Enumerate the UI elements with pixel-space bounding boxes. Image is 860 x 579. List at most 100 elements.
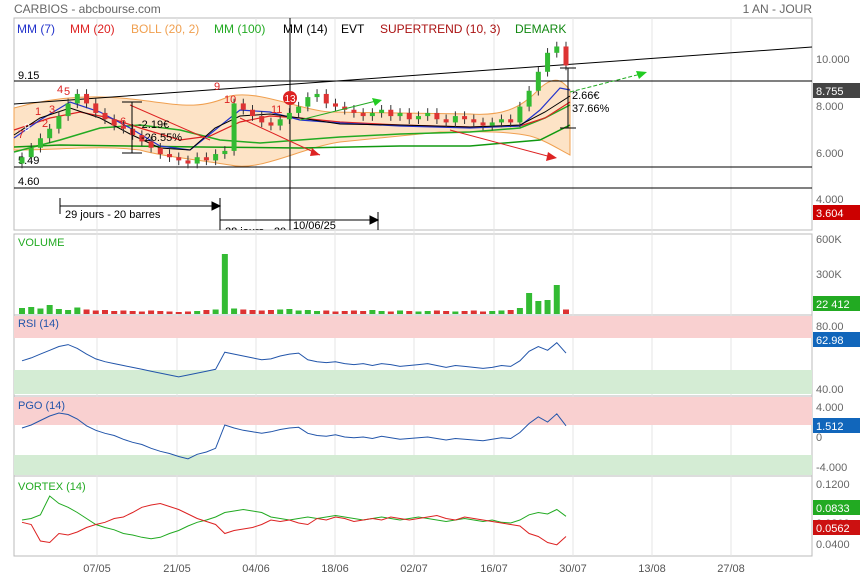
- volume-bar: [83, 309, 90, 314]
- demark-count: 7: [18, 129, 24, 141]
- candle: [268, 122, 274, 126]
- pgo-tick: 4.000: [816, 402, 844, 414]
- price-tick: 10.000: [816, 54, 850, 66]
- demark-count: 11: [271, 104, 282, 116]
- candle: [526, 90, 532, 107]
- volume-bar: [65, 310, 72, 314]
- legend-mm20: MM (20): [70, 22, 115, 36]
- candle: [277, 119, 283, 126]
- candle: [314, 93, 320, 98]
- pgo-tick: 0: [816, 432, 822, 444]
- volume-bar: [231, 308, 238, 314]
- candle: [93, 103, 99, 113]
- candle: [379, 109, 385, 113]
- duration-ruler-1: [59, 198, 222, 214]
- volume-bar: [184, 311, 191, 314]
- candle: [360, 112, 366, 117]
- date-tick: 27/08: [717, 563, 745, 575]
- last-price-value: 8.755: [816, 86, 844, 98]
- candle: [305, 97, 311, 107]
- demark-line: [13, 124, 571, 149]
- volume-bar: [535, 301, 542, 314]
- volume-bar: [194, 311, 201, 314]
- vortex-tick: 0.0400: [816, 539, 850, 551]
- price-tick: 8.000: [816, 101, 844, 113]
- demark-count: 9: [214, 81, 220, 93]
- volume-bar: [480, 311, 487, 314]
- date-tick: 13/08: [638, 563, 666, 575]
- price-tick: 6.000: [816, 148, 844, 160]
- volume-bar: [443, 311, 450, 314]
- legend-supertrend: SUPERTREND (10, 3): [380, 22, 500, 36]
- volume-bar: [240, 309, 247, 314]
- duration-label-2: 28 jours - 20: [225, 226, 286, 238]
- volume-bars: [19, 254, 569, 314]
- measure-right-change: 2.66€: [572, 90, 600, 102]
- volume-bar: [406, 311, 413, 314]
- legend-mm14: MM (14): [283, 22, 328, 36]
- pgo-last-value: 1.512: [816, 421, 844, 433]
- demark-counts: 1 2 3 4 5 6 7 9 9 10 11 13: [18, 81, 297, 141]
- candle: [37, 138, 43, 148]
- candlesticks: [19, 41, 569, 169]
- volume-bar: [111, 311, 118, 314]
- level-upper-label: 9.15: [18, 70, 39, 82]
- other-price-badge: [813, 205, 860, 220]
- volume-bar: [526, 293, 533, 314]
- candle: [240, 103, 246, 110]
- volume-bar: [516, 308, 523, 314]
- volume-bar: [175, 312, 182, 314]
- candle: [296, 106, 302, 113]
- measure-left-pct: -26.55%: [141, 132, 182, 144]
- trend-line: [13, 46, 813, 105]
- rsi-overbought-zone: [14, 316, 812, 338]
- candle: [47, 128, 53, 139]
- candle: [323, 93, 329, 104]
- volume-tick: 300K: [816, 269, 842, 281]
- candle: [111, 119, 117, 126]
- demark-count: 6: [120, 116, 126, 128]
- date-tick: 16/07: [480, 563, 508, 575]
- candle: [120, 125, 126, 129]
- candle: [102, 112, 108, 120]
- volume-bar: [166, 311, 173, 314]
- volume-bar: [387, 311, 394, 314]
- volume-bar: [424, 311, 431, 314]
- volume-bar: [397, 310, 404, 314]
- volume-bar: [341, 311, 348, 314]
- volume-bar: [332, 311, 339, 314]
- candle: [56, 116, 62, 129]
- mm14-line: [13, 95, 571, 151]
- volume-tick: 600K: [816, 234, 842, 246]
- candle: [194, 157, 200, 164]
- candle: [535, 71, 541, 91]
- volume-bar: [267, 310, 274, 314]
- pgo-upper-zone: [14, 397, 812, 425]
- volume-bar: [470, 310, 477, 314]
- volume-bar: [74, 307, 81, 314]
- volume-bar: [101, 310, 108, 314]
- volume-panel: [13, 233, 813, 316]
- candle: [130, 128, 136, 136]
- chart-title: CARBIOS - abcbourse.com: [14, 2, 161, 16]
- vortex-panel: [13, 475, 813, 557]
- demark-count: 2: [42, 118, 48, 130]
- rsi-label: RSI (14): [18, 318, 59, 330]
- candle: [489, 122, 495, 126]
- candle: [369, 112, 375, 117]
- volume-bar: [28, 307, 35, 314]
- volume-bar: [323, 310, 330, 314]
- volume-bar: [148, 310, 155, 314]
- measure-left-change: -2.19€: [138, 119, 169, 131]
- vortex-plus-badge: [813, 500, 860, 515]
- volume-bar: [369, 310, 376, 314]
- pgo-last-badge: [813, 418, 860, 433]
- volume-bar: [37, 308, 44, 314]
- candle: [508, 119, 514, 123]
- volume-bar: [19, 308, 25, 314]
- demark-count: 10: [224, 94, 236, 106]
- volume-bar: [286, 309, 293, 314]
- legend-evt: EVT: [341, 22, 365, 36]
- demark-count: 9: [24, 122, 30, 134]
